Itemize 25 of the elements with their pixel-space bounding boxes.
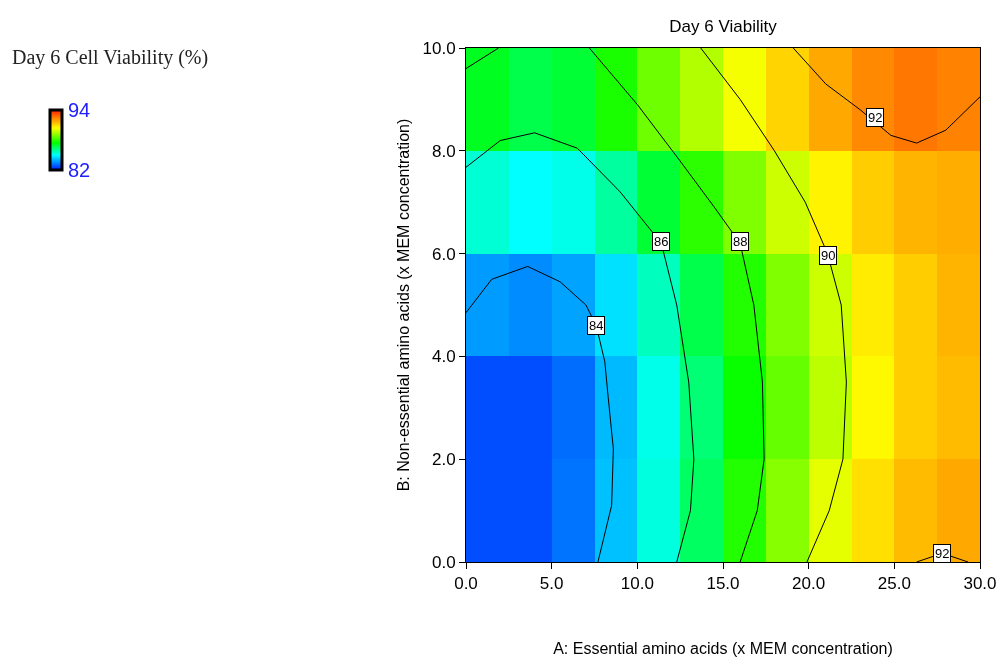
x-tick-label: 0.0	[454, 574, 478, 594]
annotation: 84	[589, 318, 604, 333]
chart-title: Day 6 Viability	[669, 17, 778, 36]
color-bar-title: Day 6 Cell Viability (%)	[12, 46, 209, 69]
y-tick-label: 2.0	[431, 450, 456, 470]
x-tick-label: 5.0	[539, 574, 564, 594]
annotation: 90	[821, 248, 836, 263]
annotation: 92	[935, 546, 950, 561]
color-bar-label: 82	[68, 159, 91, 181]
x-axis-title: A: Essential amino acids (x MEM concentration)	[553, 640, 893, 658]
annotation: 92	[868, 110, 883, 125]
annotation: 88	[733, 234, 748, 249]
y-tick-label: 4.0	[431, 347, 456, 367]
x-tick-label: 15.0	[706, 574, 740, 594]
x-tick-label: 20.0	[792, 574, 826, 594]
color-bar-label: 94	[68, 99, 91, 121]
y-tick-label: 6.0	[431, 244, 456, 264]
annotation: 86	[654, 234, 669, 249]
y-tick-label: 10.0	[422, 38, 456, 58]
x-tick-label: 30.0	[963, 574, 997, 594]
x-tick-label: 25.0	[877, 574, 911, 594]
y-tick-label: 0.0	[431, 552, 456, 572]
x-tick-label: 10.0	[620, 574, 654, 594]
y-tick-label: 8.0	[431, 141, 456, 161]
y-axis-title: B: Non-essential amino acids (x MEM concentration)	[395, 118, 413, 492]
